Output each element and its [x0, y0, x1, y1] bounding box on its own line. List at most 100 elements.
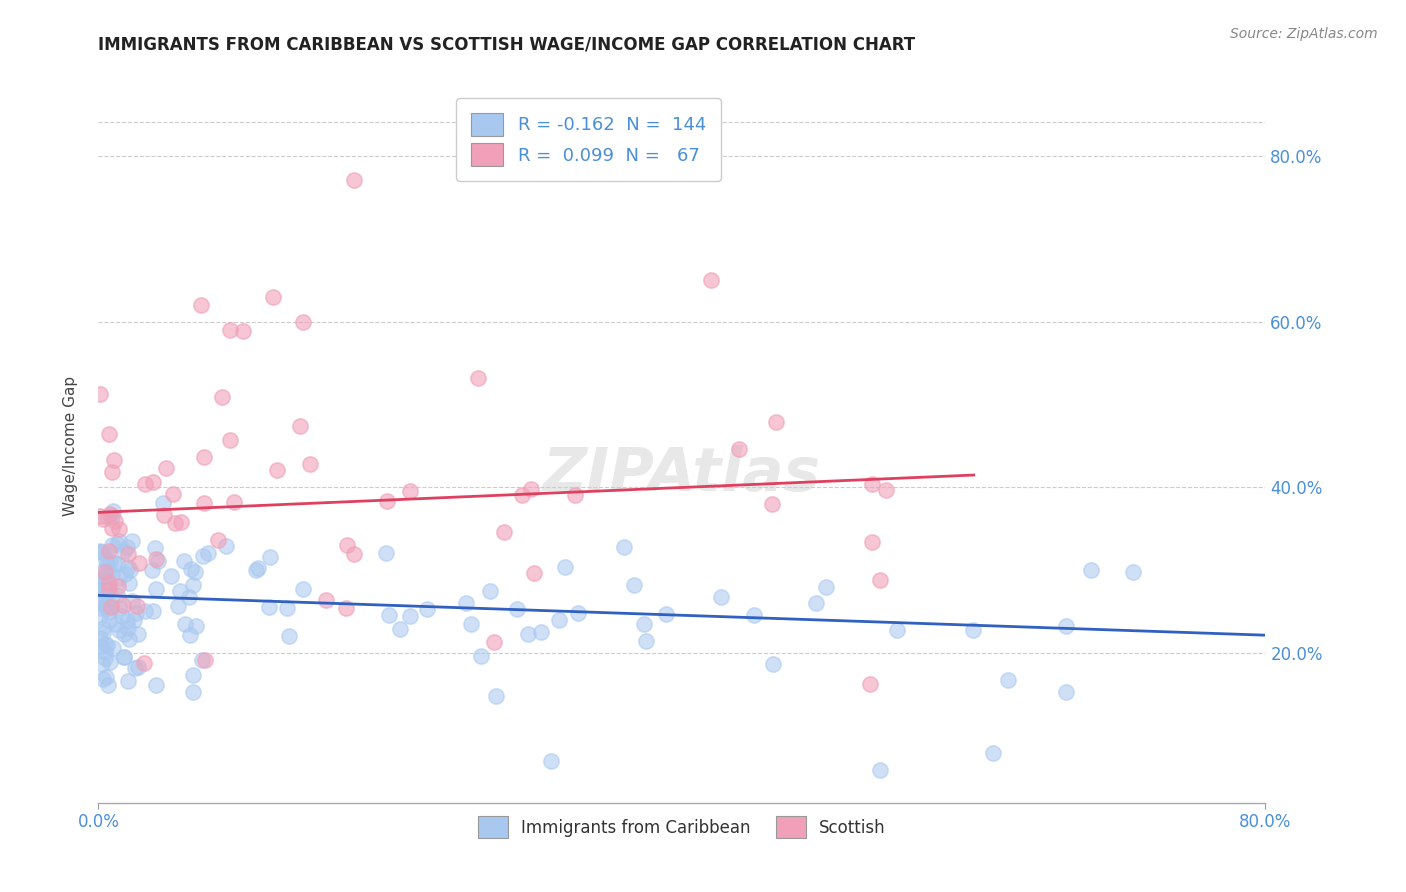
Point — [117, 614, 139, 628]
Point — [100, 600, 122, 615]
Point — [111, 599, 134, 613]
Point — [89, 632, 111, 646]
Point — [962, 623, 984, 637]
Point — [218, 433, 240, 447]
Point — [623, 578, 645, 592]
Point — [315, 592, 337, 607]
Point — [117, 540, 139, 554]
Point — [98, 544, 121, 558]
Point — [860, 535, 883, 549]
Point — [290, 419, 312, 434]
Point — [89, 591, 111, 606]
Point — [127, 660, 149, 674]
Point — [1054, 685, 1077, 699]
Point — [91, 512, 114, 526]
Point — [90, 579, 112, 593]
Point — [170, 515, 193, 529]
Point — [875, 483, 897, 498]
Point — [108, 572, 131, 586]
Point — [101, 509, 124, 524]
Point — [211, 390, 233, 404]
Point — [91, 584, 114, 599]
Point — [194, 653, 217, 667]
Point — [112, 627, 135, 641]
Point — [108, 624, 131, 638]
Point — [96, 638, 118, 652]
Point — [153, 508, 176, 522]
Point — [460, 616, 482, 631]
Point — [165, 516, 187, 530]
Point — [94, 645, 117, 659]
Point — [869, 573, 891, 587]
Point — [142, 475, 165, 489]
Point — [860, 477, 883, 491]
Point — [90, 544, 112, 558]
Point — [121, 593, 143, 607]
Point — [91, 545, 114, 559]
Point — [96, 558, 118, 573]
Point — [859, 677, 882, 691]
Point — [700, 273, 723, 287]
Point — [246, 561, 269, 575]
Point — [94, 637, 117, 651]
Point — [91, 621, 114, 635]
Point — [761, 497, 783, 511]
Point — [184, 618, 207, 632]
Point — [117, 673, 139, 688]
Point — [636, 634, 658, 648]
Point — [100, 538, 122, 552]
Point — [191, 549, 214, 563]
Point — [97, 510, 120, 524]
Point — [814, 580, 837, 594]
Point — [224, 494, 246, 508]
Point — [456, 597, 478, 611]
Point — [259, 549, 281, 564]
Point — [101, 465, 124, 479]
Point — [108, 600, 131, 615]
Point — [105, 617, 128, 632]
Point — [89, 610, 111, 624]
Point — [97, 575, 120, 590]
Point — [1122, 566, 1144, 580]
Point — [262, 290, 284, 304]
Point — [94, 553, 117, 567]
Point — [492, 525, 515, 540]
Point — [173, 554, 195, 568]
Point — [530, 624, 553, 639]
Point — [470, 648, 492, 663]
Point — [98, 507, 121, 521]
Point — [103, 640, 125, 655]
Point — [506, 601, 529, 615]
Point — [181, 685, 204, 699]
Point — [89, 387, 111, 401]
Point — [97, 580, 120, 594]
Point — [375, 494, 398, 508]
Point — [869, 763, 891, 777]
Point — [112, 650, 135, 665]
Point — [179, 628, 201, 642]
Point — [91, 625, 114, 640]
Point — [96, 598, 118, 612]
Point — [100, 521, 122, 535]
Point — [166, 599, 188, 613]
Point — [710, 590, 733, 604]
Point — [613, 540, 636, 554]
Point — [479, 583, 502, 598]
Point — [97, 605, 120, 619]
Point — [190, 653, 212, 667]
Point — [112, 544, 135, 558]
Point — [89, 600, 111, 615]
Point — [335, 600, 357, 615]
Point — [105, 588, 128, 602]
Point — [519, 482, 541, 496]
Point — [108, 522, 131, 536]
Point — [141, 563, 163, 577]
Point — [127, 599, 149, 614]
Point — [343, 547, 366, 561]
Point — [90, 640, 112, 654]
Point — [94, 574, 117, 589]
Point — [160, 569, 183, 583]
Point — [111, 609, 134, 624]
Point — [298, 458, 321, 472]
Point — [259, 600, 281, 615]
